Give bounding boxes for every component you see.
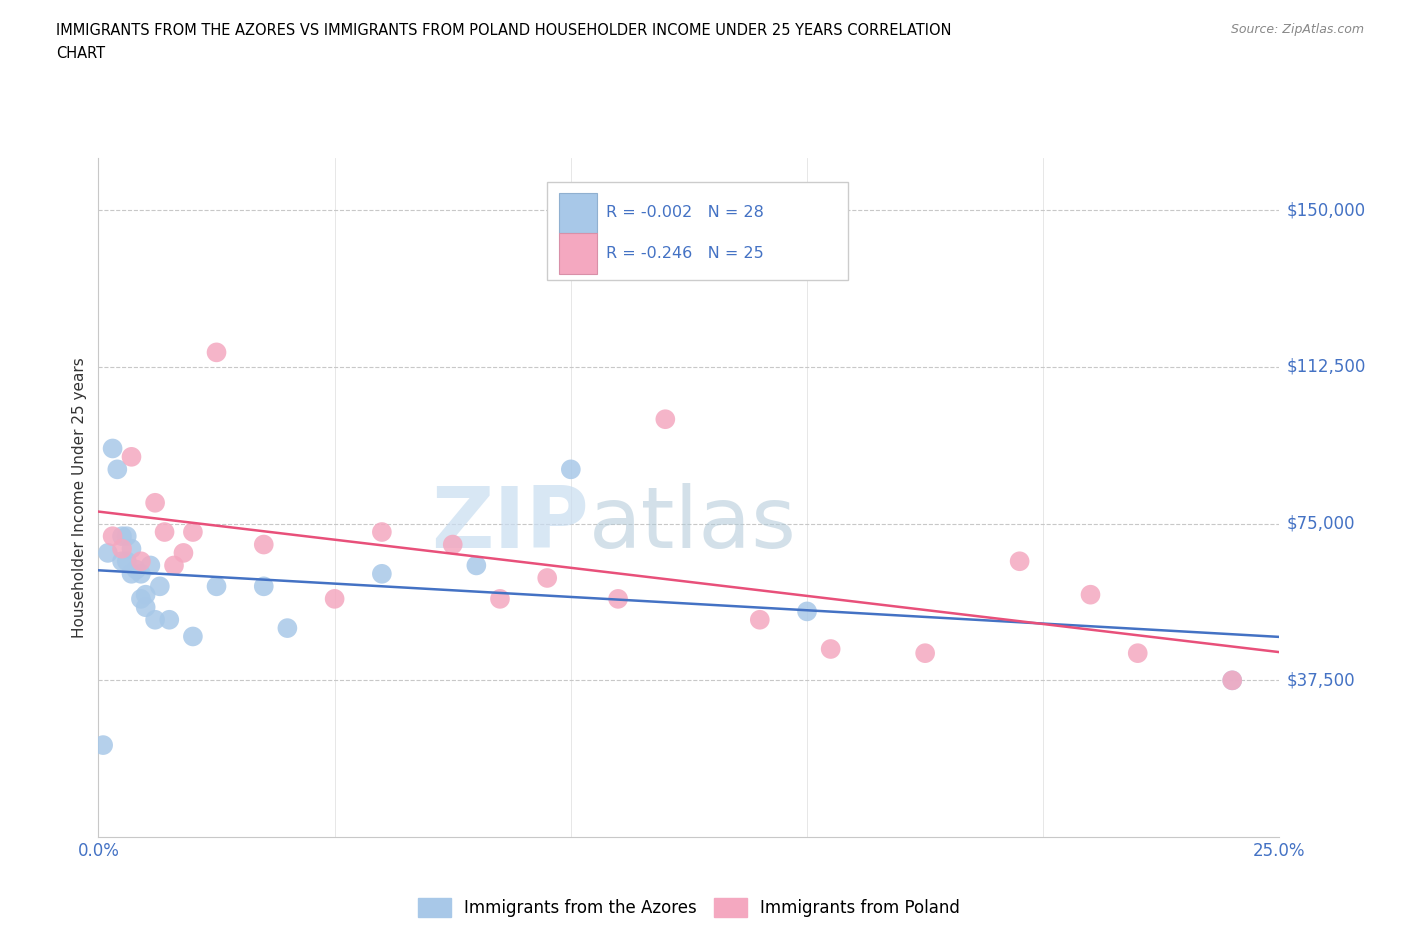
Point [105,462,128,477]
Point [157,612,180,627]
Point [560,462,582,477]
Point [1008,554,1031,569]
Point [489,591,512,606]
Point [914,645,936,660]
Point [125,562,148,577]
Point [465,558,488,573]
Point [153,525,176,539]
FancyBboxPatch shape [560,193,596,232]
Point [129,554,152,569]
Point [796,604,818,618]
Text: CHART: CHART [56,46,105,61]
Point [135,587,157,602]
Point [181,525,204,539]
Point [205,578,228,593]
Point [172,546,194,561]
Point [748,612,770,627]
Point [111,529,134,544]
Text: $37,500: $37,500 [1286,671,1355,689]
Point [441,538,464,552]
Point [536,570,558,585]
Text: R = -0.002   N = 28: R = -0.002 N = 28 [606,205,763,219]
Point [135,600,157,615]
Point [91,737,114,752]
Point [101,529,124,544]
Point [820,642,842,657]
Point [139,558,162,573]
Text: $112,500: $112,500 [1286,358,1365,376]
Point [654,412,676,427]
Point [121,449,143,464]
Point [163,558,186,573]
Point [143,612,166,627]
FancyBboxPatch shape [560,233,596,273]
Point [253,578,276,593]
Point [115,529,138,544]
Text: IMMIGRANTS FROM THE AZORES VS IMMIGRANTS FROM POLAND HOUSEHOLDER INCOME UNDER 25: IMMIGRANTS FROM THE AZORES VS IMMIGRANTS… [56,23,952,38]
Point [371,566,394,581]
Point [111,554,134,569]
Text: ZIP: ZIP [430,484,589,566]
Point [181,629,204,644]
Text: R = -0.246   N = 25: R = -0.246 N = 25 [606,246,763,260]
Point [607,591,630,606]
Point [97,546,120,561]
Text: $150,000: $150,000 [1286,201,1365,219]
Point [1220,673,1243,688]
Point [115,554,138,569]
Text: atlas: atlas [589,484,797,566]
Point [129,591,152,606]
Point [253,538,276,552]
Point [143,496,166,511]
Point [276,620,298,635]
Point [1080,587,1102,602]
Point [323,591,346,606]
Point [205,345,228,360]
Text: $75,000: $75,000 [1286,514,1355,533]
Legend: Immigrants from the Azores, Immigrants from Poland: Immigrants from the Azores, Immigrants f… [411,891,967,923]
Point [101,441,124,456]
Point [121,566,143,581]
Text: Source: ZipAtlas.com: Source: ZipAtlas.com [1230,23,1364,36]
Point [129,566,152,581]
Point [371,525,394,539]
Point [1220,673,1243,688]
Y-axis label: Householder Income Under 25 years: Householder Income Under 25 years [72,357,87,638]
Point [121,541,143,556]
Point [111,541,134,556]
Point [149,578,172,593]
FancyBboxPatch shape [547,182,848,280]
Point [1126,645,1149,660]
